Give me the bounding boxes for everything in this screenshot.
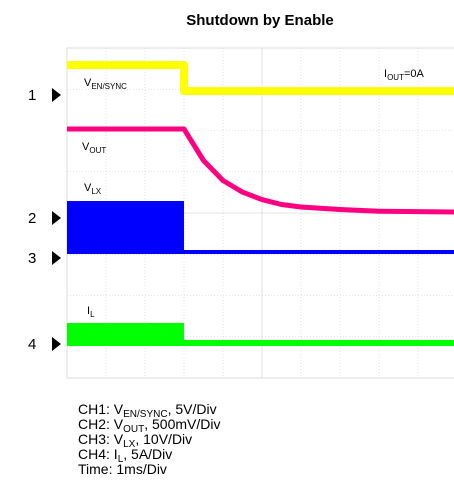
- trace-label-ch2: VOUT: [82, 141, 106, 155]
- trace-label-ch3: VLX: [84, 182, 102, 196]
- chart-title: Shutdown by Enable: [186, 12, 334, 29]
- caption-line: CH2: VOUT, 500mV/Div: [78, 416, 220, 435]
- switching-band-ch3: [67, 201, 184, 254]
- channel-arrow-3: [52, 251, 61, 265]
- trace-ch1: [67, 61, 454, 95]
- trace-label-ch4: IL: [87, 305, 95, 319]
- channel-arrow-4: [52, 337, 61, 351]
- caption-line: CH3: VLX, 10V/Div: [78, 431, 192, 450]
- iout-annotation: IOUT=0A: [384, 68, 424, 82]
- caption-line: Time: 1ms/Div: [78, 461, 167, 477]
- channel-number-1: 1: [28, 87, 36, 104]
- trace-label-ch1: VEN/SYNC: [84, 77, 127, 91]
- caption-line: CH4: IL, 5A/Div: [78, 446, 172, 465]
- channel-number-3: 3: [28, 250, 36, 267]
- channel-arrow-1: [52, 88, 61, 102]
- plot-traces: [67, 61, 454, 346]
- channel-number-2: 2: [28, 210, 36, 227]
- switching-band-ch4: [67, 323, 184, 345]
- channel-arrow-2: [52, 211, 61, 225]
- trace-labels: VEN/SYNC VOUT VLX IL: [82, 77, 127, 319]
- channel-number-4: 4: [28, 336, 36, 353]
- trace-ch2: [67, 126, 454, 215]
- caption-line: CH1: VEN/SYNC, 5V/Div: [78, 401, 217, 420]
- channel-markers: 1 2 3 4: [28, 87, 61, 353]
